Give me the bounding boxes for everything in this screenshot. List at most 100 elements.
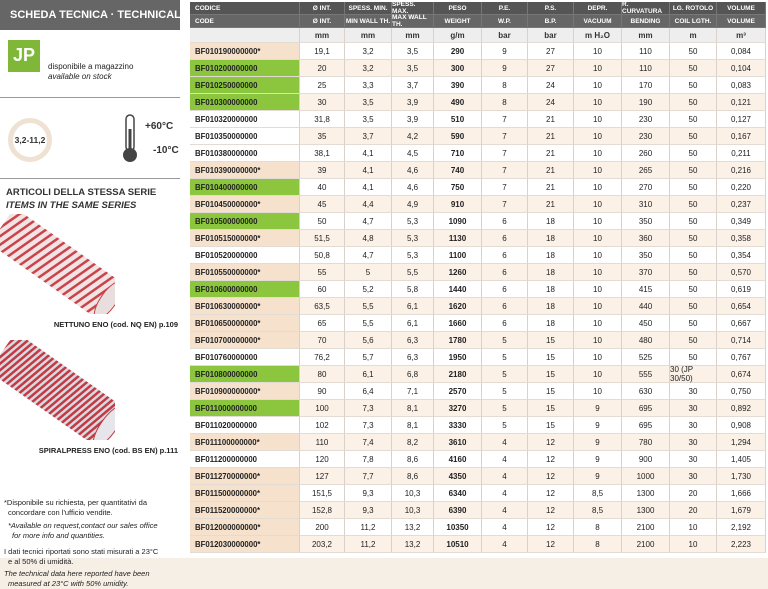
- table-cell: 39: [300, 162, 345, 179]
- table-cell: 4160: [434, 451, 482, 468]
- table-cell: 55: [300, 264, 345, 281]
- product-code: BF010760000000: [190, 349, 300, 366]
- divider: [0, 97, 180, 98]
- table-cell: 38,1: [300, 145, 345, 162]
- table-cell: 750: [434, 179, 482, 196]
- table-cell: 50: [670, 128, 717, 145]
- table-cell: 50,8: [300, 247, 345, 264]
- table-cell: 12: [528, 519, 574, 536]
- unit: mm: [622, 28, 670, 43]
- table-cell: 4,7: [345, 213, 392, 230]
- table-cell: 10: [574, 162, 622, 179]
- table-cell: 4: [482, 519, 528, 536]
- header-bar: [0, 0, 180, 30]
- table-cell: 6: [482, 298, 528, 315]
- table-cell: 1000: [622, 468, 670, 485]
- unit: bar: [528, 28, 574, 43]
- table-cell: 3,9: [392, 111, 434, 128]
- table-cell: 310: [622, 196, 670, 213]
- table-cell: 10: [574, 383, 622, 400]
- table-cell: 265: [622, 162, 670, 179]
- table-cell: 15: [528, 383, 574, 400]
- table-cell: 0,908: [717, 417, 766, 434]
- table-cell: 6,3: [392, 349, 434, 366]
- column-header: P.S.: [528, 2, 574, 15]
- table-cell: 5,8: [392, 281, 434, 298]
- column-header-en: COIL LGTH.: [670, 15, 717, 28]
- table-cell: 5,7: [345, 349, 392, 366]
- table-cell: 3330: [434, 417, 482, 434]
- table-cell: 51,5: [300, 230, 345, 247]
- table-cell: 0,892: [717, 400, 766, 417]
- page-title: SCHEDA TECNICA · TECHNICAL DATA: [10, 9, 213, 21]
- product-code: BF010650000000*: [190, 315, 300, 332]
- table-cell: 6: [482, 281, 528, 298]
- table-cell: 70: [300, 332, 345, 349]
- table-cell: 230: [622, 111, 670, 128]
- table-cell: 30: [670, 468, 717, 485]
- table-cell: 4: [482, 451, 528, 468]
- table-cell: 50: [670, 77, 717, 94]
- table-cell: 0,570: [717, 264, 766, 281]
- table-cell: 4,4: [345, 196, 392, 213]
- table-cell: 203,2: [300, 536, 345, 553]
- table-cell: 7: [482, 145, 528, 162]
- table-cell: 415: [622, 281, 670, 298]
- table-cell: 2100: [622, 536, 670, 553]
- column-header-en: MAX WALL TH.: [392, 14, 434, 28]
- table-cell: 350: [622, 247, 670, 264]
- note-line: *Disponibile su richiesta, per quantitat…: [4, 498, 147, 507]
- table-cell: 4,1: [345, 162, 392, 179]
- series-title: ARTICOLI DELLA STESSA SERIE: [6, 187, 157, 198]
- product-code: BF011500000000*: [190, 485, 300, 502]
- table-cell: 50: [670, 94, 717, 111]
- table-cell: 50: [670, 213, 717, 230]
- table-cell: 2570: [434, 383, 482, 400]
- unit: mm: [300, 28, 345, 43]
- table-cell: 15: [528, 366, 574, 383]
- table-cell: 6,3: [392, 332, 434, 349]
- note-line: e al 50% di umidità.: [8, 557, 74, 566]
- table-cell: 7,8: [345, 451, 392, 468]
- table-cell: 9: [482, 43, 528, 60]
- table-cell: 6: [482, 230, 528, 247]
- table-cell: 4,6: [392, 179, 434, 196]
- product-code: BF010900000000*: [190, 383, 300, 400]
- unit: m: [670, 28, 717, 43]
- table-cell: 0,674: [717, 366, 766, 383]
- table-cell: 18: [528, 213, 574, 230]
- table-cell: 10: [574, 196, 622, 213]
- table-cell: 7,3: [345, 400, 392, 417]
- table-cell: 10: [574, 145, 622, 162]
- table-cell: 7: [482, 162, 528, 179]
- table-cell: 12: [528, 468, 574, 485]
- table-cell: 10350: [434, 519, 482, 536]
- note-line: The technical data here reported have be…: [4, 569, 150, 578]
- table-cell: 9: [574, 400, 622, 417]
- table-cell: 390: [434, 77, 482, 94]
- table-cell: 6: [482, 213, 528, 230]
- table-cell: 1,294: [717, 434, 766, 451]
- table-cell: 9: [574, 468, 622, 485]
- table-cell: 1,730: [717, 468, 766, 485]
- table-cell: 6: [482, 264, 528, 281]
- table-cell: 1260: [434, 264, 482, 281]
- table-cell: 490: [434, 94, 482, 111]
- table-cell: 30: [300, 94, 345, 111]
- table-cell: 6,1: [392, 315, 434, 332]
- table-cell: 50: [670, 60, 717, 77]
- table-cell: 7,3: [345, 417, 392, 434]
- table-cell: 510: [434, 111, 482, 128]
- product-code: BF010390000000*: [190, 162, 300, 179]
- range-label: 3,2-11,2: [14, 135, 46, 145]
- product-code: BF010800000000: [190, 366, 300, 383]
- table-cell: 65: [300, 315, 345, 332]
- table-cell: 10,3: [392, 502, 434, 519]
- table-cell: 8,1: [392, 417, 434, 434]
- table-cell: 3,5: [392, 43, 434, 60]
- table-cell: 0,354: [717, 247, 766, 264]
- table-cell: 12: [528, 434, 574, 451]
- column-header-en: BENDING: [622, 15, 670, 28]
- table-cell: 7,4: [345, 434, 392, 451]
